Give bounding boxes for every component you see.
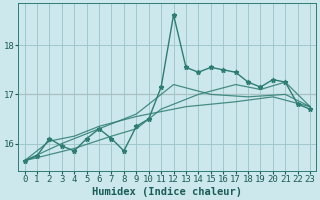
X-axis label: Humidex (Indice chaleur): Humidex (Indice chaleur): [92, 186, 242, 197]
